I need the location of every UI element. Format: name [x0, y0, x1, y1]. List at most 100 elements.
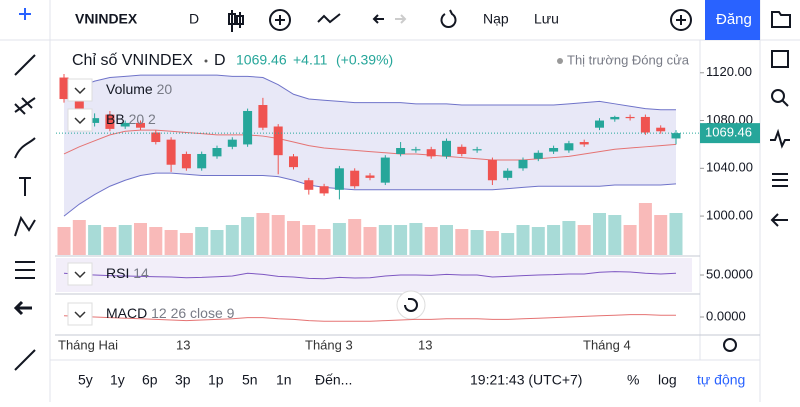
- candle-body: [518, 159, 528, 169]
- candle-body: [549, 148, 559, 152]
- candle-body: [334, 168, 344, 190]
- volume-bar: [409, 223, 423, 255]
- load-button[interactable]: Nạp: [483, 11, 509, 27]
- x-tick-label: Tháng 3: [305, 337, 353, 352]
- volume-bar: [302, 225, 316, 255]
- symbol[interactable]: VNINDEX: [75, 11, 138, 27]
- left-tools[interactable]: [13, 8, 36, 371]
- legend-params: 20 2: [129, 111, 156, 127]
- candle-body: [487, 159, 497, 181]
- reset-button[interactable]: [396, 290, 426, 320]
- legend-params: 12 26 close 9: [151, 305, 234, 321]
- legend-params: 20: [157, 81, 173, 97]
- candle-body: [105, 114, 115, 129]
- candle-body: [579, 142, 589, 145]
- volume-bar: [455, 229, 469, 255]
- candle-body: [59, 77, 69, 100]
- volume-bar: [332, 223, 346, 255]
- volume-bar: [225, 225, 239, 255]
- volume-bar: [195, 227, 209, 255]
- bb-fill: [64, 75, 676, 217]
- price-label: 1069.46: [705, 125, 752, 140]
- publish-label[interactable]: Đăng: [716, 11, 752, 28]
- range-button[interactable]: 1n: [276, 372, 292, 388]
- range-button[interactable]: 1p: [208, 372, 224, 388]
- volume-bar: [394, 225, 408, 255]
- legend-toggle[interactable]: [67, 108, 93, 132]
- clock: 19:21:43 (UTC+7): [470, 372, 582, 388]
- x-tick-label: Tháng 4: [583, 337, 631, 352]
- auto-toggle[interactable]: tự động: [697, 372, 745, 388]
- candle-body: [181, 153, 191, 169]
- volume-bar: [547, 225, 561, 255]
- candle-body: [564, 143, 574, 151]
- candle-body: [625, 116, 635, 119]
- candle-body: [243, 110, 253, 145]
- volume-bar: [654, 215, 668, 255]
- volume-bar: [72, 220, 86, 255]
- range-button[interactable]: 6p: [142, 372, 158, 388]
- legend-label[interactable]: BB 20 2: [106, 111, 156, 127]
- rsi-background: [56, 258, 692, 292]
- y-tick-label: 50.0000: [706, 266, 753, 281]
- legend-chevron: [74, 311, 86, 319]
- legend-toggle[interactable]: [67, 78, 93, 102]
- range-button[interactable]: 3p: [175, 372, 191, 388]
- price-change-pct: (+0.39%): [336, 52, 393, 68]
- candle-body: [350, 170, 360, 187]
- candle-body: [426, 149, 436, 157]
- publish-button[interactable]: [705, 0, 760, 40]
- legend-toggle[interactable]: [67, 302, 93, 326]
- volume-bar: [531, 227, 545, 255]
- range-button[interactable]: 5n: [242, 372, 258, 388]
- legend-toggle[interactable]: [67, 262, 93, 286]
- candle-body: [151, 132, 161, 143]
- x-tick-label: 13: [176, 337, 190, 352]
- top-icons[interactable]: [228, 9, 692, 32]
- log-toggle[interactable]: log: [658, 372, 677, 388]
- macd-line: [63, 314, 676, 322]
- legend-label[interactable]: MACD 12 26 close 9: [106, 305, 235, 321]
- candle-body: [136, 122, 145, 128]
- y-tick-label: 1120.00: [706, 64, 752, 79]
- last-price: 1069.46: [236, 52, 287, 68]
- range-button[interactable]: 1y: [110, 372, 125, 388]
- volume-bar: [287, 221, 300, 255]
- x-tick-label: Tháng Hai: [58, 337, 118, 352]
- x-tick-label: 13: [418, 337, 432, 352]
- legend-label[interactable]: RSI 14: [106, 265, 149, 281]
- bb-line: [63, 129, 677, 161]
- volume-bar: [638, 203, 652, 255]
- volume-bar: [348, 219, 362, 255]
- chart-title: Chỉ số VNINDEX: [72, 52, 193, 69]
- volume-bar: [562, 221, 576, 255]
- candle-body: [227, 139, 237, 147]
- candle-body: [212, 148, 222, 157]
- chart-interval: D: [214, 52, 226, 69]
- legend-name: BB: [106, 111, 125, 127]
- volume-bar: [88, 225, 102, 255]
- candle-body: [442, 140, 451, 157]
- candle-body: [258, 105, 268, 128]
- candle-body: [90, 118, 100, 123]
- settings-icon[interactable]: [723, 338, 737, 352]
- right-icons[interactable]: [770, 11, 791, 227]
- goto-button[interactable]: Đến...: [315, 372, 352, 388]
- interval[interactable]: D: [189, 11, 199, 27]
- price-label-box: [700, 123, 760, 144]
- volume-bar: [623, 225, 637, 255]
- market-status: Thị trường Đóng cửa: [567, 52, 690, 67]
- volume-bar: [317, 229, 331, 255]
- candle-body: [120, 122, 130, 127]
- candle-body: [304, 180, 314, 190]
- candle-body: [595, 120, 604, 128]
- range-button[interactable]: 5y: [78, 372, 93, 388]
- volume-bar: [424, 227, 438, 255]
- volume-bar: [501, 233, 515, 255]
- volume-bar: [210, 230, 224, 255]
- volume-bar: [378, 225, 392, 255]
- legend-label[interactable]: Volume 20: [106, 81, 172, 97]
- percent-toggle[interactable]: %: [627, 372, 639, 388]
- save-button[interactable]: Lưu: [534, 11, 559, 27]
- volume-bar: [134, 223, 147, 255]
